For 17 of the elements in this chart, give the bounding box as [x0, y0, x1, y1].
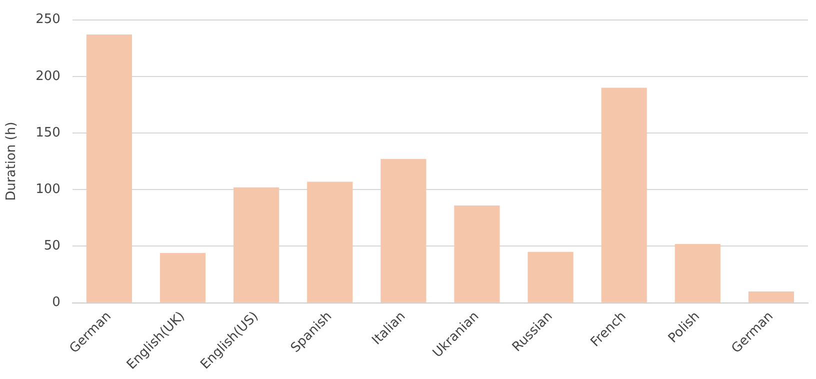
y-tick-label: 150: [36, 125, 60, 140]
y-axis-title: Duration (h): [4, 122, 20, 201]
bar: [234, 187, 280, 302]
bar: [674, 244, 720, 302]
bar: [601, 88, 647, 302]
bar: [748, 292, 794, 302]
bar: [380, 159, 426, 302]
y-tick-label: 50: [44, 238, 60, 254]
y-tick-label: 0: [52, 295, 60, 310]
bar: [528, 252, 574, 302]
y-tick-label: 200: [36, 68, 60, 84]
y-tick-label: 250: [36, 12, 60, 28]
bar: [86, 34, 132, 302]
bar: [160, 253, 206, 302]
y-tick-label: 100: [36, 182, 60, 198]
bar: [307, 182, 353, 302]
bar: [454, 205, 500, 302]
